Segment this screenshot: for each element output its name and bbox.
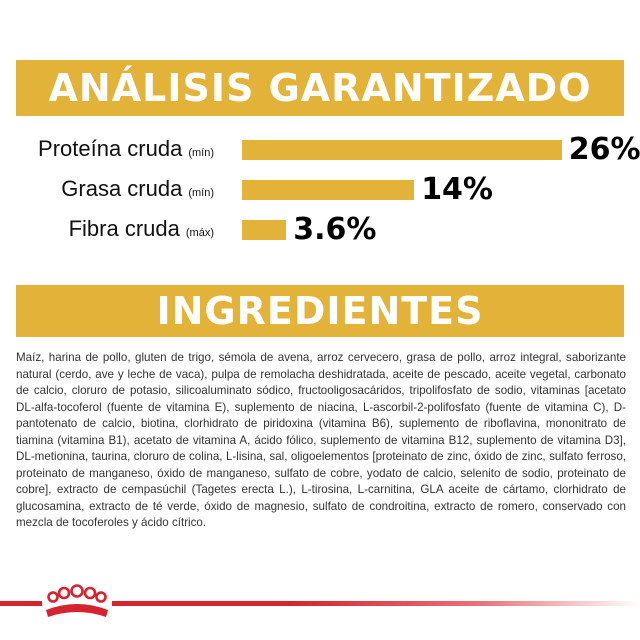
nutrient-value: 14% [421,172,493,207]
nutrient-qualifier: (mín) [188,147,214,159]
nutrient-qualifier: (mín) [188,187,214,199]
analysis-row-protein: Proteína cruda (mín) 26% [0,132,640,167]
nutrient-name: Grasa cruda [61,176,183,201]
footer-divider [0,601,640,606]
analysis-title: ANÁLISIS GARANTIZADO [16,60,624,116]
nutrient-bar [242,140,562,160]
royal-canin-crown-icon [42,584,112,624]
ingredients-text: Maíz, harina de pollo, gluten de trigo, … [16,351,626,529]
nutrient-value: 26% [568,132,640,167]
analysis-row-fat: Grasa cruda (mín) 14% [0,172,640,207]
analysis-row-fiber: Fibra cruda (máx) 3.6% [0,212,640,247]
nutrient-bar [242,180,415,200]
nutrient-qualifier: (máx) [185,227,214,239]
nutrient-bar [242,220,287,240]
nutrient-name: Proteína cruda [38,136,183,161]
nutrient-value: 3.6% [293,212,377,247]
nutrient-name: Fibra cruda [68,216,180,241]
ingredients-title: INGREDIENTES [16,285,624,337]
